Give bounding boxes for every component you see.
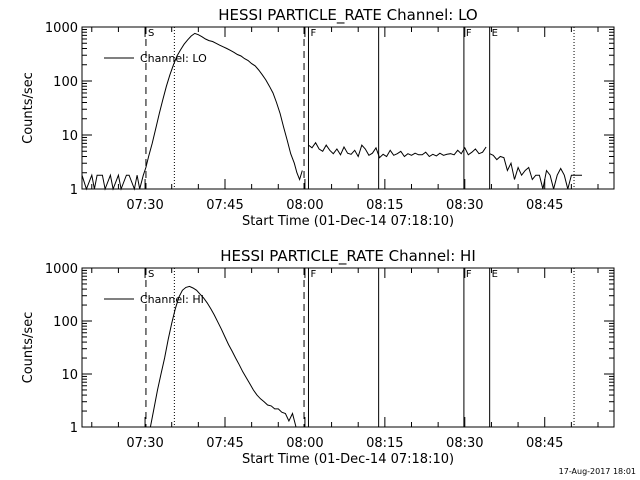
chart-lo: HESSI PARTICLE_RATE Channel: LO 1 10 100 100… (21, 6, 615, 229)
legend-label: Channel: HI (140, 293, 204, 306)
x-axis-label: Start Time (01-Dec-14 07:18:10) (242, 452, 454, 467)
event-marker-label: E (492, 28, 498, 39)
y-tick-label: 1 (70, 183, 78, 198)
x-tick-label: 07:30 (126, 198, 163, 213)
event-marker-label: F (310, 28, 316, 39)
x-tick-label: 08:30 (446, 436, 483, 451)
series-line (149, 285, 297, 428)
timestamp-stamp: 17-Aug-2017 18:01 (559, 467, 636, 476)
event-marker-label: S (148, 269, 154, 280)
chart-title: HESSI PARTICLE_RATE Channel: HI (220, 247, 476, 266)
plot-frame (81, 26, 615, 190)
event-marker-label: F (466, 28, 472, 39)
x-tick-label: 07:30 (126, 436, 163, 451)
y-tick-label: 1000 (45, 21, 78, 36)
chart-hi: HESSI PARTICLE_RATE Channel: HI 1 10 100 100… (21, 247, 615, 467)
event-marker-label: F (466, 269, 472, 280)
y-axis-label: Counts/sec (21, 72, 36, 144)
y-tick-label: 10 (61, 368, 78, 383)
x-tick-label: 08:45 (526, 198, 563, 213)
y-tick-label: 1 (70, 421, 78, 436)
series-line (489, 153, 582, 190)
y-tick-label: 1000 (45, 262, 78, 277)
series-line (308, 141, 487, 159)
x-axis-label: Start Time (01-Dec-14 07:18:10) (242, 214, 454, 229)
y-tick-label: 100 (53, 315, 78, 330)
x-tick-label: 08:30 (446, 198, 483, 213)
y-tick-label: 100 (53, 75, 78, 90)
x-tick-label: 07:45 (206, 436, 243, 451)
x-tick-label: 08:00 (286, 198, 323, 213)
event-marker-label: E (492, 269, 498, 280)
series-line (81, 32, 303, 191)
x-tick-label: 08:00 (286, 436, 323, 451)
x-tick-label: 08:15 (366, 436, 403, 451)
x-tick-label: 08:45 (526, 436, 563, 451)
x-tick-label: 08:15 (366, 198, 403, 213)
y-axis-label: Counts/sec (21, 312, 36, 384)
plot-frame (81, 267, 615, 428)
event-marker-label: F (310, 269, 316, 280)
legend-label: Channel: LO (140, 52, 207, 65)
y-tick-label: 10 (61, 129, 78, 144)
event-marker-label: S (148, 28, 154, 39)
x-tick-label: 07:45 (206, 198, 243, 213)
chart-title: HESSI PARTICLE_RATE Channel: LO (218, 6, 477, 25)
